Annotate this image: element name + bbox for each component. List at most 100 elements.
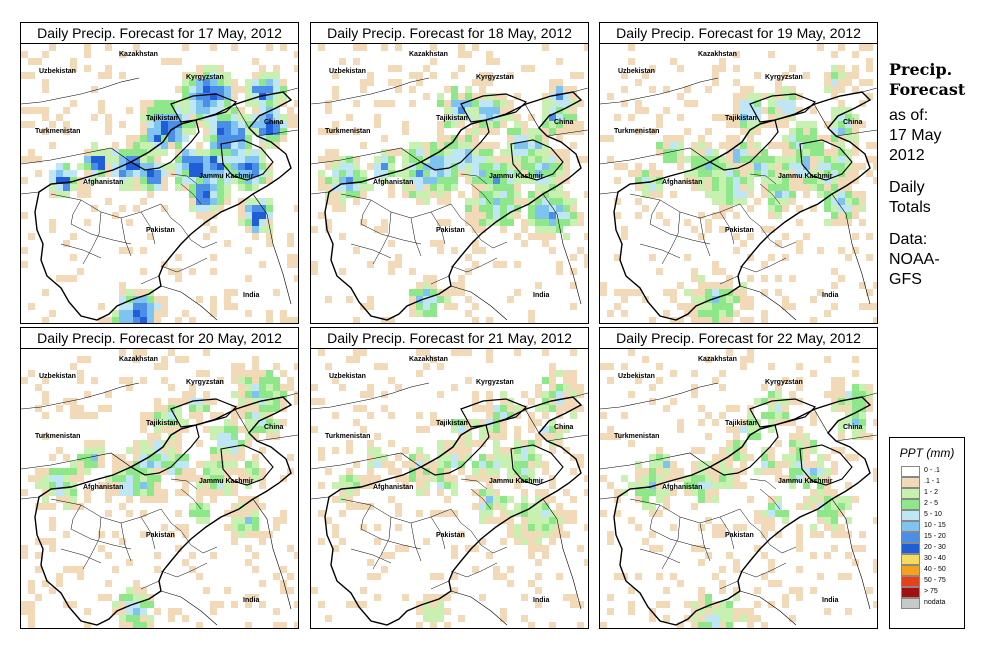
- province-border: [82, 516, 102, 570]
- precip-cell: [493, 489, 500, 496]
- precip-cell: [635, 107, 642, 114]
- precip-cell: [493, 177, 500, 184]
- precip-cell: [493, 496, 500, 503]
- precip-cell: [549, 219, 556, 226]
- precip-cell: [705, 608, 712, 615]
- precip-cell: [154, 433, 161, 440]
- precip-cell: [691, 170, 698, 177]
- province-border: [450, 562, 498, 578]
- precip-cell: [642, 482, 649, 489]
- precip-cell: [570, 517, 577, 524]
- precip-cell: [796, 240, 803, 247]
- country-border: [524, 103, 540, 129]
- precip-cell: [318, 170, 325, 177]
- precip-cell: [775, 468, 782, 475]
- precip-cell: [472, 142, 479, 149]
- precip-cell: [388, 100, 395, 107]
- precip-cell: [367, 447, 374, 454]
- precip-cell: [507, 517, 514, 524]
- precip-cell: [168, 128, 175, 135]
- precip-cell: [528, 317, 535, 323]
- precip-cell: [388, 496, 395, 503]
- precip-cell: [542, 128, 549, 135]
- precip-cell: [677, 156, 684, 163]
- precip-cell: [768, 391, 775, 398]
- precip-cell: [493, 58, 500, 65]
- precip-cell: [486, 191, 493, 198]
- precip-cell: [726, 440, 733, 447]
- country-border: [21, 382, 140, 410]
- precip-cell: [507, 212, 514, 219]
- precip-cell: [332, 72, 339, 79]
- precip-cell: [430, 412, 437, 419]
- precip-cell: [346, 163, 353, 170]
- precip-cell: [838, 191, 845, 198]
- precip-cell: [444, 440, 451, 447]
- precip-map: Kazakhstan Uzbekistan Kyrgyzstan Tajikistan…: [600, 349, 877, 628]
- precip-cell: [70, 566, 77, 573]
- legend-entry: > 75: [890, 587, 964, 598]
- province-border: [70, 528, 132, 550]
- precip-cell: [196, 510, 203, 517]
- precip-cell: [105, 170, 112, 177]
- precip-cell: [712, 317, 719, 323]
- precip-cell: [210, 191, 217, 198]
- precip-cell: [528, 468, 535, 475]
- precip-cell: [542, 135, 549, 142]
- precip-cell: [154, 149, 161, 156]
- precip-cell: [663, 496, 670, 503]
- precip-cell: [381, 405, 388, 412]
- precip-cell: [542, 426, 549, 433]
- precip-cell: [259, 261, 266, 268]
- precip-cell: [346, 482, 353, 489]
- precip-cell: [49, 517, 56, 524]
- precip-cell: [56, 482, 63, 489]
- precip-cell: [556, 531, 563, 538]
- precip-cell: [231, 121, 238, 128]
- precip-cell: [217, 468, 224, 475]
- precip-cell: [182, 128, 189, 135]
- precip-cell: [224, 303, 231, 310]
- precip-cell: [493, 100, 500, 107]
- precip-cell: [768, 461, 775, 468]
- precip-cell: [838, 86, 845, 93]
- precip-cell: [649, 177, 656, 184]
- precip-cell: [761, 121, 768, 128]
- precip-cell: [203, 163, 210, 170]
- precip-cell: [238, 114, 245, 121]
- precip-cell: [528, 142, 535, 149]
- precip-cell: [63, 475, 70, 482]
- precip-cell: [444, 296, 451, 303]
- precip-cell: [49, 454, 56, 461]
- precip-cell: [656, 212, 663, 219]
- precip-cell: [28, 149, 35, 156]
- precip-cell: [339, 163, 346, 170]
- precip-cell: [782, 149, 789, 156]
- precip-cell: [367, 296, 374, 303]
- legend-entry: 0 - .1: [890, 466, 964, 477]
- precip-cell: [273, 142, 280, 149]
- precip-cell: [458, 468, 465, 475]
- precip-cell: [318, 398, 325, 405]
- precip-cell: [189, 79, 196, 86]
- precip-cell: [259, 121, 266, 128]
- precip-cell: [845, 128, 852, 135]
- precip-cell: [56, 489, 63, 496]
- precip-cell: [35, 405, 42, 412]
- precip-cell: [768, 412, 775, 419]
- precip-cell: [287, 240, 294, 247]
- precip-cell: [775, 475, 782, 482]
- precip-cell: [507, 398, 514, 405]
- precip-cell: [514, 121, 521, 128]
- precip-cell: [210, 426, 217, 433]
- precip-cell: [77, 268, 84, 275]
- precip-cell: [147, 454, 154, 461]
- precip-cell: [84, 496, 91, 503]
- province-border: [70, 504, 82, 530]
- precip-cell: [196, 86, 203, 93]
- precip-cell: [486, 121, 493, 128]
- precip-cell: [796, 475, 803, 482]
- precip-cell: [210, 44, 217, 51]
- precip-cell: [542, 405, 549, 412]
- precip-cell: [733, 114, 740, 121]
